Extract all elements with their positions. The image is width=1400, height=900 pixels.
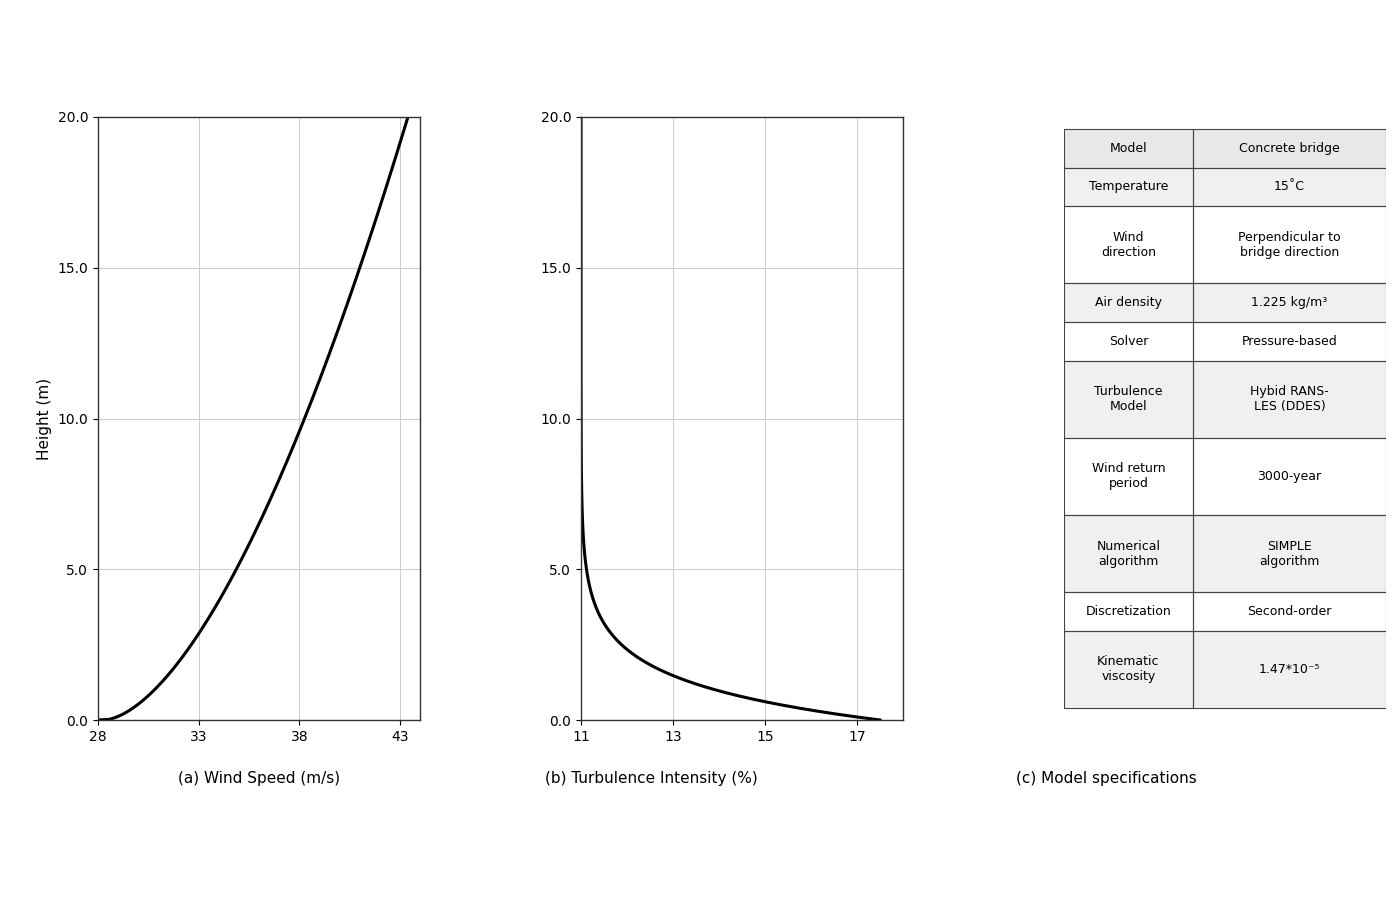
Bar [1064,167,1193,206]
Text: Pressure-based: Pressure-based [1242,335,1337,347]
Bar [1193,206,1386,284]
Bar [1193,322,1386,361]
Bar [1193,284,1386,322]
Text: Wind return
period: Wind return period [1092,463,1165,491]
Bar [1064,631,1193,708]
Bar [1193,284,1386,322]
Bar [1193,129,1386,167]
Bar [1193,592,1386,631]
Bar [1064,361,1193,437]
Bar [1064,206,1193,284]
Text: SIMPLE
algorithm: SIMPLE algorithm [1259,540,1320,568]
Bar [1064,322,1193,361]
Bar [1193,631,1386,708]
Bar [1064,361,1193,437]
Bar [1193,515,1386,592]
Text: Discretization: Discretization [1085,605,1172,618]
Bar [1064,322,1193,361]
Text: Numerical
algorithm: Numerical algorithm [1096,540,1161,568]
Bar [1064,515,1193,592]
Bar [1193,437,1386,515]
Text: Air density: Air density [1095,296,1162,310]
Text: Solver: Solver [1109,335,1148,347]
Bar [1193,631,1386,708]
Text: Wind
direction: Wind direction [1100,230,1156,259]
Bar [1064,437,1193,515]
Bar [1193,515,1386,592]
Bar [1193,592,1386,631]
Text: Perpendicular to
bridge direction: Perpendicular to bridge direction [1238,230,1341,259]
Bar [1064,631,1193,708]
Text: 3000-year: 3000-year [1257,470,1322,483]
Y-axis label: Height (m): Height (m) [36,377,52,460]
Text: (c) Model specifications: (c) Model specifications [1015,771,1197,786]
Bar [1064,592,1193,631]
Bar [1064,437,1193,515]
Text: 15˚C: 15˚C [1274,180,1305,194]
Bar [1064,515,1193,592]
Text: Concrete bridge: Concrete bridge [1239,142,1340,155]
Text: (a) Wind Speed (m/s): (a) Wind Speed (m/s) [178,771,340,786]
Text: (b) Turbulence Intensity (%): (b) Turbulence Intensity (%) [545,771,757,786]
Bar [1064,592,1193,631]
Text: Turbulence
Model: Turbulence Model [1095,385,1162,413]
Bar [1193,361,1386,437]
Bar [1064,284,1193,322]
Bar [1064,129,1193,167]
Bar [1193,167,1386,206]
Bar [1064,129,1193,167]
Text: Model: Model [1110,142,1147,155]
Bar [1064,284,1193,322]
Text: Hybid RANS-
LES (DDES): Hybid RANS- LES (DDES) [1250,385,1329,413]
Text: Second-order: Second-order [1247,605,1331,618]
Text: 1.47*10⁻⁵: 1.47*10⁻⁵ [1259,662,1320,676]
Bar [1193,129,1386,167]
Text: Temperature: Temperature [1089,180,1168,194]
Text: Kinematic
viscosity: Kinematic viscosity [1098,655,1159,683]
Bar [1064,167,1193,206]
Bar [1064,206,1193,284]
Text: 1.225 kg/m³: 1.225 kg/m³ [1252,296,1327,310]
Bar [1193,322,1386,361]
Bar [1193,437,1386,515]
Bar [1193,167,1386,206]
Bar [1193,361,1386,437]
Bar [1193,206,1386,284]
